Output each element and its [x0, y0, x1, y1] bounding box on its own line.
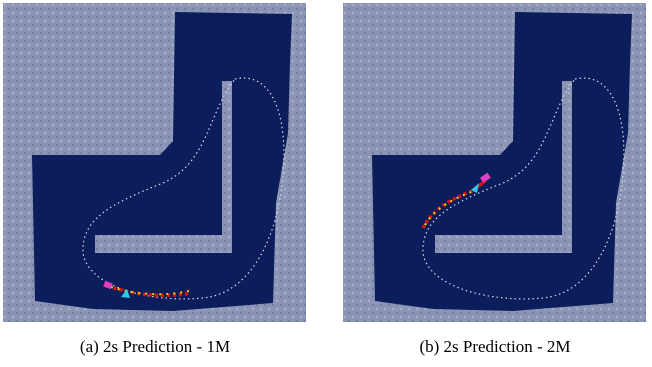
panel-a: [3, 3, 306, 322]
panel-b: [343, 3, 646, 322]
caption: (a) 2s Prediction - 1M: [80, 337, 230, 356]
figure: (a) 2s Prediction - 1M (b) 2s Prediction…: [0, 0, 652, 362]
caption: (b) 2s Prediction - 2M: [419, 337, 570, 356]
